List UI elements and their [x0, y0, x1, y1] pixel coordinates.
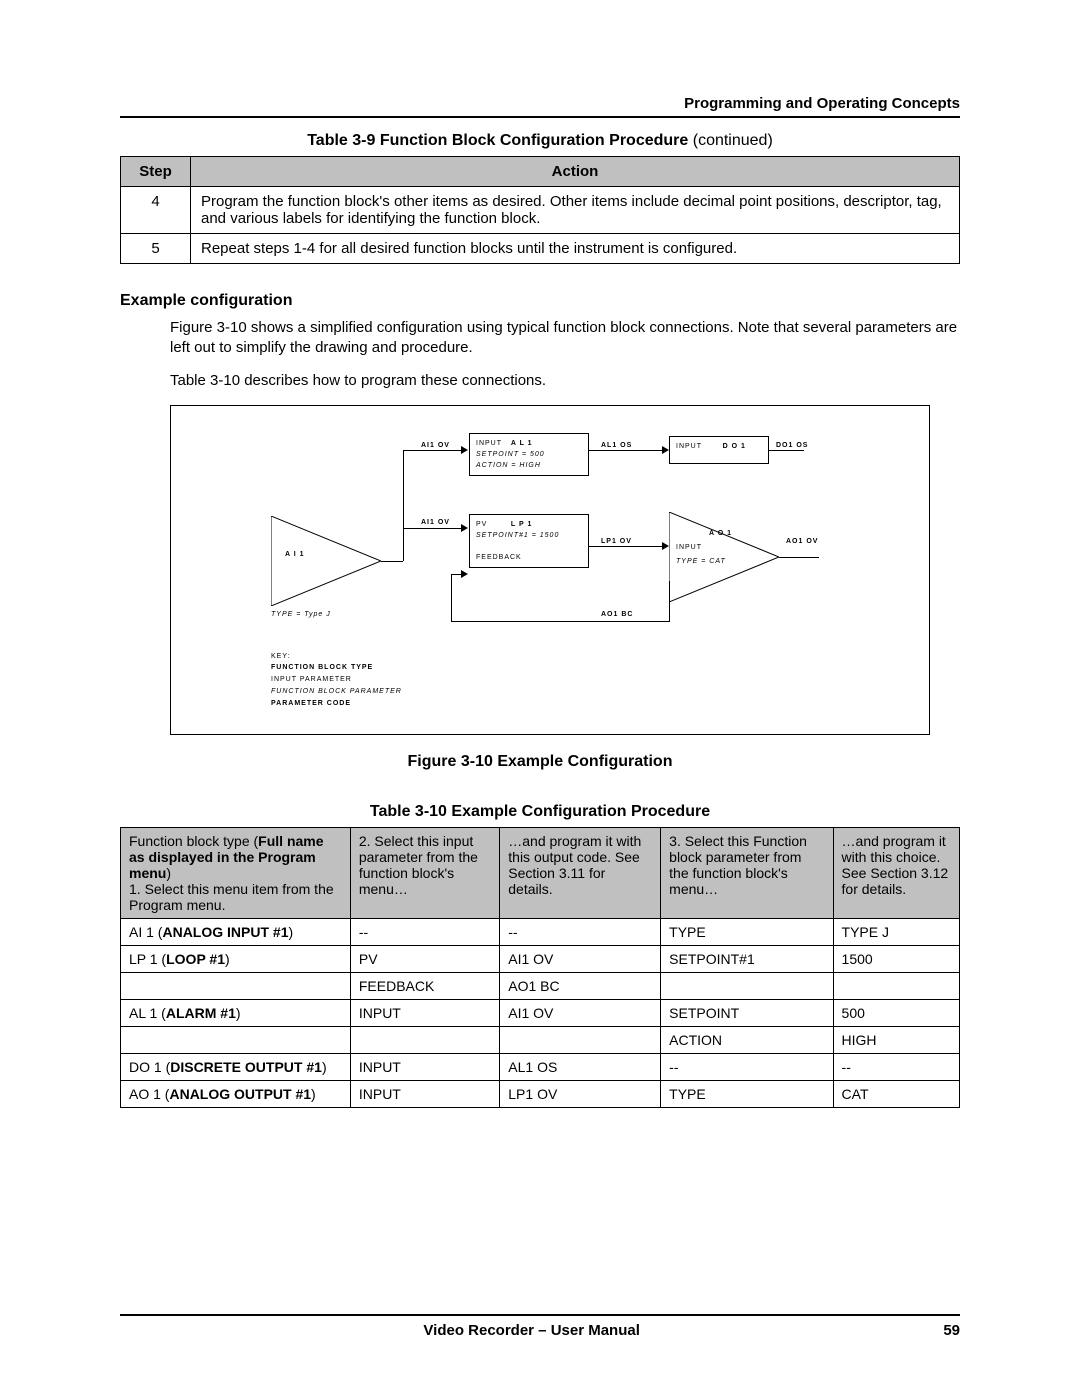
lp1-block: PV L P 1 SETPOINT#1 = 1500 FEEDBACK [469, 514, 589, 569]
table-row: AI 1 (ANALOG INPUT #1)----TYPETYPE J [121, 918, 960, 945]
body-paragraph: Table 3-10 describes how to program thes… [170, 371, 960, 391]
table-row: AL 1 (ALARM #1)INPUTAI1 OVSETPOINT500 [121, 999, 960, 1026]
table1-title: Table 3-9 Function Block Configuration P… [120, 132, 960, 150]
th-col2: 2. Select this input parameter from the … [350, 827, 499, 918]
ao1-name: A O 1 [709, 530, 732, 537]
th-step: Step [121, 157, 191, 187]
procedure-table: Step Action 4 Program the function block… [120, 156, 960, 264]
th-col4: 3. Select this Function block parameter … [661, 827, 833, 918]
ao1-ov-label: AO1 OV [786, 538, 818, 545]
th-col5: …and program it with this choice. See Se… [833, 827, 959, 918]
figure-caption: Figure 3-10 Example Configuration [120, 753, 960, 771]
al1-os-label: AL1 OS [601, 442, 632, 449]
table-row: 5 Repeat steps 1-4 for all desired funct… [121, 234, 960, 264]
th-action: Action [191, 157, 960, 187]
config-table: Function block type (Full name as displa… [120, 827, 960, 1108]
ao1-block [669, 512, 779, 602]
header-section: Programming and Operating Concepts [120, 95, 960, 112]
table-row: DO 1 (DISCRETE OUTPUT #1)INPUTAL1 OS---- [121, 1053, 960, 1080]
al1-block: INPUT A L 1 SETPOINT = 500 ACTION = HIGH [469, 433, 589, 477]
section-heading: Example configuration [120, 292, 960, 310]
table-row: ACTIONHIGH [121, 1026, 960, 1053]
table-row: LP 1 (LOOP #1)PVAI1 OVSETPOINT#11500 [121, 945, 960, 972]
diagram-key: KEY: FUNCTION BLOCK TYPE INPUT PARAMETER… [271, 651, 402, 710]
ao1-type: TYPE = CAT [676, 558, 726, 565]
body-paragraph: Figure 3-10 shows a simplified configura… [170, 318, 960, 357]
page-footer: Video Recorder – User Manual 59 [120, 1314, 960, 1339]
th-col3: …and program it with this output code. S… [500, 827, 661, 918]
page-number: 59 [943, 1322, 960, 1339]
ai1-param: TYPE = Type J [271, 611, 331, 618]
table-row: FEEDBACKAO1 BC [121, 972, 960, 999]
do1-block: INPUT D O 1 [669, 436, 769, 464]
ai1-ov-label: AI1 OV [421, 442, 450, 449]
table-row: 4 Program the function block's other ite… [121, 187, 960, 234]
ai1-name: A I 1 [285, 551, 305, 558]
footer-title: Video Recorder – User Manual [423, 1322, 639, 1339]
table-row: AO 1 (ANALOG OUTPUT #1)INPUTLP1 OVTYPECA… [121, 1080, 960, 1107]
block-diagram: A I 1 TYPE = Type J AI1 OV AI1 OV INPUT … [170, 405, 930, 735]
header-rule [120, 116, 960, 118]
ao1-bc-label: AO1 BC [601, 611, 633, 618]
ai1-block [271, 516, 381, 606]
table2-caption: Table 3-10 Example Configuration Procedu… [120, 803, 960, 821]
th-col1: Function block type (Full name as displa… [121, 827, 351, 918]
ai1-ov-label2: AI1 OV [421, 519, 450, 526]
do1-os-label: DO1 OS [776, 442, 808, 449]
ao1-in: INPUT [676, 544, 702, 551]
lp1-ov-label: LP1 OV [601, 538, 632, 545]
